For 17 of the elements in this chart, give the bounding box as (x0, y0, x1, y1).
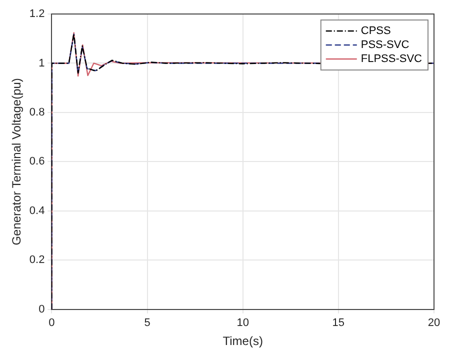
x-tick-label: 20 (428, 317, 440, 330)
legend-label: FLPSS-SVC (360, 53, 422, 66)
legend-label: PSS-SVC (360, 39, 410, 52)
legend-label: CPSS (360, 25, 391, 38)
y-tick-label: 0.8 (29, 106, 45, 118)
y-tick-label: 1.2 (29, 8, 45, 20)
x-tick-label: 15 (332, 317, 345, 330)
y-tick-label: 0.2 (29, 254, 45, 266)
y-tick-label: 1 (38, 57, 45, 70)
y-tick-label: 0.6 (29, 156, 45, 168)
x-tick-label: 10 (236, 317, 249, 330)
x-tick-label: 0 (48, 317, 55, 330)
x-tick-label: 5 (144, 317, 150, 330)
x-axis-title: Time(s) (222, 334, 263, 348)
y-axis-title: Generator Terminal Voltage(pu) (10, 78, 24, 246)
y-tick-label: 0 (38, 303, 45, 316)
y-tick-label: 0.4 (29, 204, 45, 217)
